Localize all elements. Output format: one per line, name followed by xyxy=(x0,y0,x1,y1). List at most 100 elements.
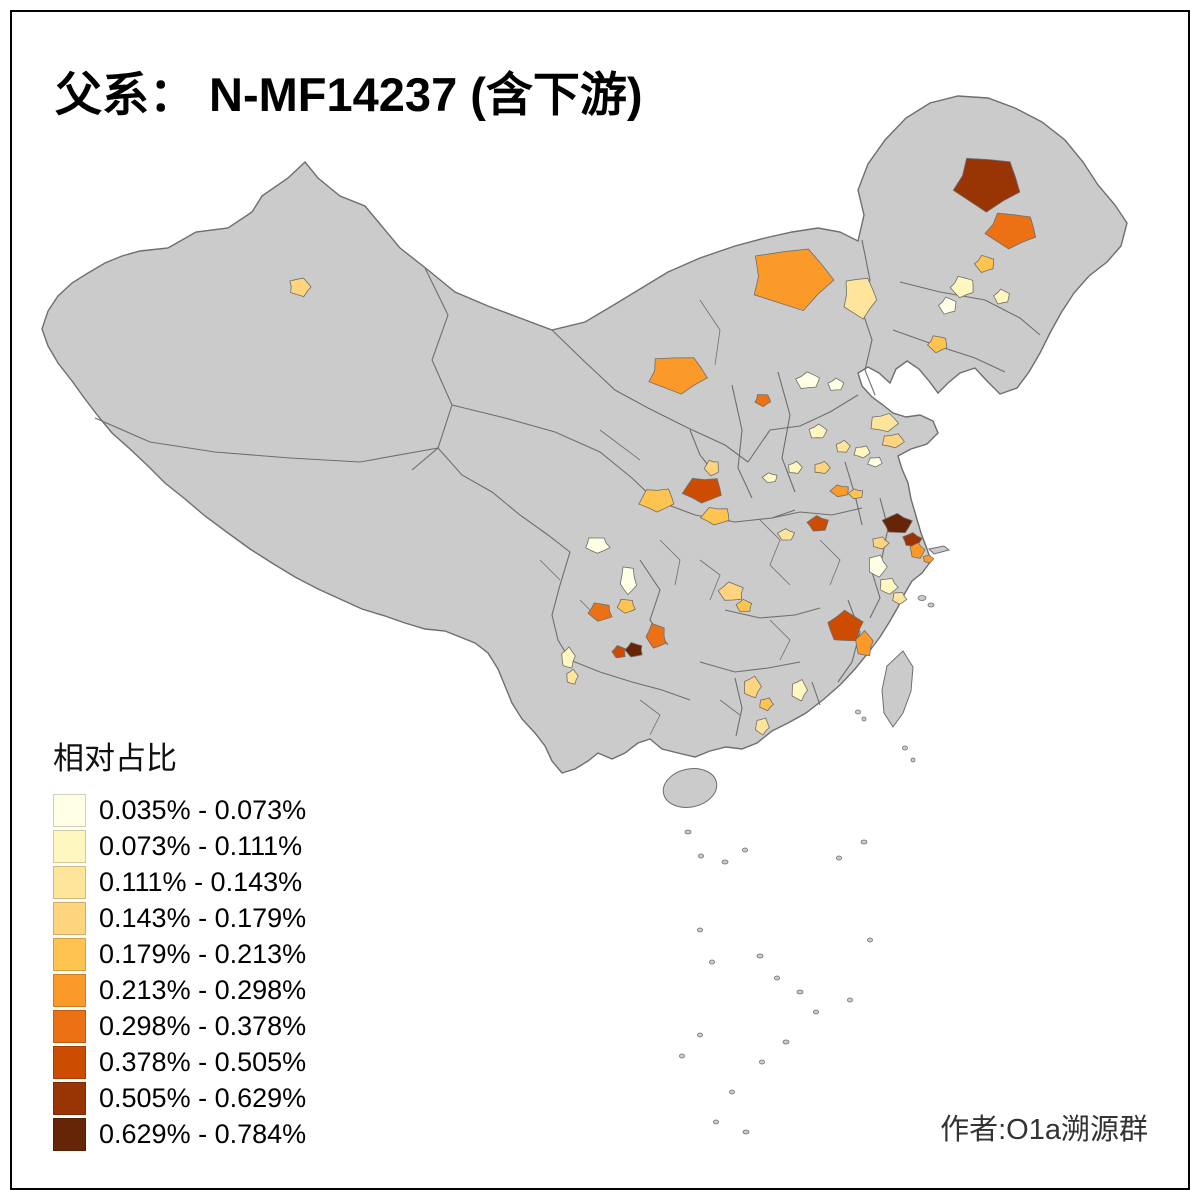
legend-label: 0.111% - 0.143% xyxy=(99,866,303,897)
highlight-regions xyxy=(289,157,1037,736)
author-credit: 作者:O1a溯源群 xyxy=(940,1114,1148,1146)
map-region xyxy=(881,433,905,449)
province-border-line xyxy=(747,394,859,463)
legend-label: 0.179% - 0.213% xyxy=(99,938,307,969)
map-region xyxy=(879,577,899,595)
legend-item: 0.179% - 0.213% xyxy=(53,936,306,972)
province-border-line xyxy=(869,571,881,619)
legend-item: 0.505% - 0.629% xyxy=(53,1080,306,1116)
south-sea-islet xyxy=(867,937,873,943)
prefecture-border-line xyxy=(699,559,721,601)
prefecture-border-line xyxy=(769,619,791,661)
map-region xyxy=(616,598,636,614)
province-border-line xyxy=(699,661,801,673)
map-region xyxy=(681,477,722,504)
south-sea-islet xyxy=(713,1119,719,1125)
map-region xyxy=(566,668,579,685)
legend-label: 0.505% - 0.629% xyxy=(99,1082,307,1113)
legend-label: 0.378% - 0.505% xyxy=(99,1046,307,1077)
south-sea-islet xyxy=(709,959,715,965)
map-region xyxy=(853,445,871,459)
coastal-islet xyxy=(855,709,861,715)
map-region xyxy=(717,581,744,601)
legend-swatch xyxy=(53,1009,86,1043)
province-border-line xyxy=(861,239,876,396)
coastal-islet xyxy=(861,716,867,722)
map-region xyxy=(638,488,675,513)
islands xyxy=(662,545,951,1135)
south-sea-islet xyxy=(697,1032,703,1038)
map-region xyxy=(835,439,851,453)
south-sea-islet xyxy=(860,839,868,845)
legend-label: 0.035% - 0.073% xyxy=(99,794,307,825)
map-region xyxy=(949,275,974,299)
south-sea-islet xyxy=(782,1039,790,1045)
map-region xyxy=(624,642,643,658)
legend-swatch xyxy=(53,937,86,971)
south-sea-islet xyxy=(684,829,692,835)
south-sea-islet xyxy=(759,1059,765,1065)
mainland-landmass xyxy=(41,95,1128,774)
legend-title: 相对占比 xyxy=(53,741,177,776)
map-region xyxy=(735,598,753,612)
map-region xyxy=(619,566,638,596)
province-border-line xyxy=(811,681,821,706)
map-region xyxy=(926,335,948,354)
south-sea-islet xyxy=(813,1009,819,1015)
province-border-line xyxy=(411,267,453,471)
legend-item: 0.629% - 0.784% xyxy=(53,1116,306,1152)
legend-swatch xyxy=(53,865,86,899)
legend: 相对占比 0.035% - 0.073% 0.073% - 0.111% 0.111… xyxy=(53,733,306,1152)
taiwan-island xyxy=(881,650,914,728)
map-region xyxy=(829,484,849,498)
map-region xyxy=(611,645,626,659)
province-border-line xyxy=(551,551,571,661)
map-region xyxy=(755,717,770,736)
province-borders xyxy=(94,239,1041,737)
province-border-line xyxy=(771,507,863,519)
province-border-line xyxy=(94,417,439,463)
coastal-islet xyxy=(910,757,916,763)
map-region xyxy=(872,536,890,550)
south-sea-islet xyxy=(796,989,804,995)
legend-label: 0.143% - 0.179% xyxy=(99,902,307,933)
province-border-line xyxy=(899,281,1041,336)
map-region xyxy=(827,377,845,391)
map-region xyxy=(814,460,831,475)
map-region xyxy=(753,248,835,312)
map-region xyxy=(973,254,994,273)
province-border-line xyxy=(724,607,821,619)
map-region xyxy=(648,357,708,395)
map-region xyxy=(791,678,808,702)
map-region xyxy=(703,459,719,477)
province-border-line xyxy=(731,384,753,499)
legend-item: 0.111% - 0.143% xyxy=(53,864,306,900)
province-border-line xyxy=(734,677,743,737)
legend-item: 0.213% - 0.298% xyxy=(53,972,306,1008)
province-border-line xyxy=(437,447,571,553)
map-region xyxy=(806,515,829,532)
chongming-island xyxy=(927,545,951,555)
map-region xyxy=(937,296,957,315)
map-region xyxy=(561,646,576,669)
map-region xyxy=(867,456,883,468)
map-region xyxy=(289,277,312,298)
prefecture-border-line xyxy=(699,299,721,366)
map-region xyxy=(984,212,1037,250)
south-sea-islet xyxy=(847,997,853,1003)
legend-swatch xyxy=(53,829,86,863)
legend-item: 0.298% - 0.378% xyxy=(53,1008,306,1044)
legend-swatch xyxy=(53,901,86,935)
prefecture-border-line xyxy=(759,519,791,586)
legend-swatch xyxy=(53,1117,86,1151)
legend-item: 0.073% - 0.111% xyxy=(53,828,306,864)
legend-swatch xyxy=(53,793,86,827)
map-region xyxy=(585,537,611,554)
legend-label: 0.298% - 0.378% xyxy=(99,1010,307,1041)
south-sea-islet xyxy=(836,855,842,861)
legend-item: 0.378% - 0.505% xyxy=(53,1044,306,1080)
map-region xyxy=(788,460,803,474)
south-sea-islet xyxy=(774,975,780,981)
map-region xyxy=(847,488,864,500)
legend-swatch xyxy=(53,1081,86,1115)
